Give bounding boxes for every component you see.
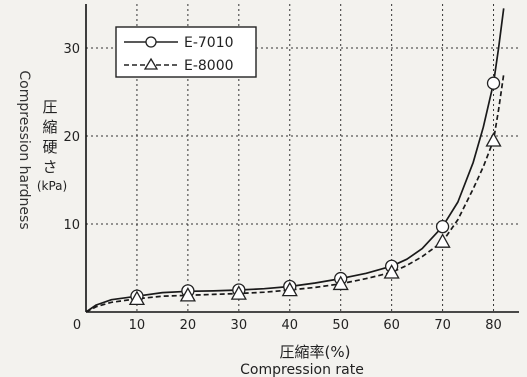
marker-e-8000-40 [281,281,298,297]
x-tick-label-30: 30 [231,318,248,333]
x-tick-labels: 0 10 20 30 40 50 60 70 80 [73,318,502,333]
marker-e-8000-50 [332,275,349,291]
y-axis-unit: (kPa) [37,179,67,193]
x-tick-label-40: 40 [281,318,298,333]
y-tick-label-20: 20 [63,130,80,145]
marker-e-8000-20 [179,286,196,302]
marker-e-8000-80 [485,132,502,147]
legend-label-e8000: E-8000 [184,58,234,74]
x-tick-label-60: 60 [383,318,400,333]
legend-label-e7010: E-7010 [184,35,234,51]
legend-box [115,26,257,78]
x-tick-label-0: 0 [73,318,81,333]
marker-e-7010-70 [435,219,450,234]
x-tick-label-20: 20 [180,318,197,333]
x-axis-title-en: Compression rate [240,362,364,377]
y-tick-label-10: 10 [63,218,80,233]
series-line-e-8000 [85,74,505,313]
marker-e-8000-60 [383,264,400,279]
x-tick-label-10: 10 [129,318,146,333]
y-tick-labels: 10 20 30 [63,42,80,233]
y-tick-label-30: 30 [63,42,80,57]
legend: E-7010 E-8000 [115,26,257,78]
marker-e-8000-30 [230,285,247,300]
y-axis-jp-char-0: 圧 [42,98,57,116]
y-axis-title-en: Compression hardness [16,70,32,229]
y-axis-jp-char-2: 硬 [42,138,57,156]
grid [86,4,519,312]
x-tick-label-50: 50 [332,318,349,333]
legend-marker-triangle [143,57,159,70]
plot-frame [85,4,519,313]
marker-e-7010-80 [486,76,501,90]
x-tick-label-70: 70 [434,318,451,333]
marker-e-8000-10 [128,290,146,306]
y-axis-jp-char-1: 縮 [42,118,57,136]
marker-e-8000-70 [434,233,451,248]
y-axis-jp-char-3: さ [42,158,57,176]
series-markers [128,76,502,306]
legend-marker-circle [145,36,157,48]
x-axis-title-jp: 圧縮率(%) [280,343,351,361]
x-tick-label-80: 80 [485,318,502,333]
